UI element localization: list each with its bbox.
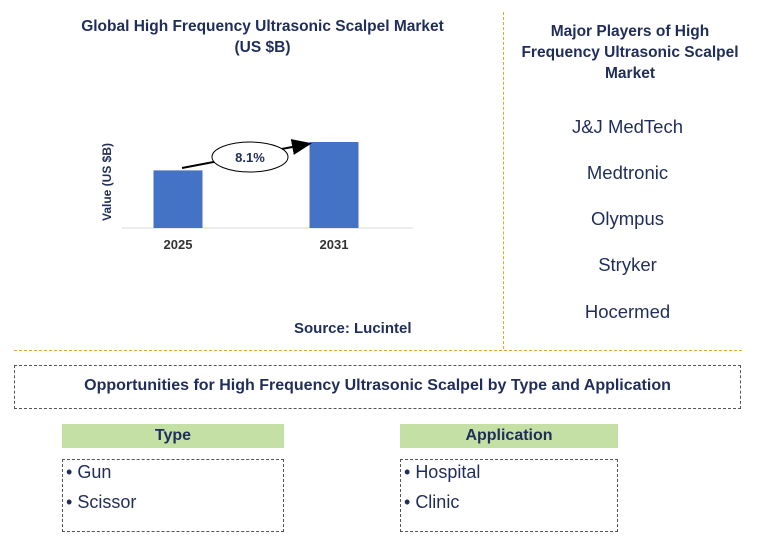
application-item: • Hospital	[404, 462, 481, 482]
opportunities-banner	[14, 365, 741, 409]
player-item: Hocermed	[584, 301, 671, 322]
application-item: • Clinic	[404, 492, 460, 512]
application-heading: Application	[400, 424, 618, 448]
y-axis-label: Value (US $B)	[100, 143, 114, 221]
opportunities-title: Opportunities for High Frequency Ultraso…	[84, 377, 671, 394]
application-list	[400, 459, 618, 532]
x-tick-label: 2031	[320, 237, 349, 252]
source-note: Source: Lucintel	[294, 320, 412, 337]
type-item: • Scissor	[66, 492, 137, 512]
x-tick-label: 2025	[164, 237, 193, 252]
bar-2031	[309, 142, 359, 228]
horizontal-divider	[14, 350, 742, 351]
type-heading: Type	[62, 424, 284, 448]
bar-2025	[153, 170, 203, 228]
bar-chart: Value (US $B) 2025 2031 8.1%	[100, 139, 413, 252]
type-list	[62, 459, 284, 532]
player-item: Stryker	[598, 254, 657, 275]
player-item: J&J MedTech	[571, 116, 684, 137]
vertical-divider	[503, 12, 504, 349]
growth-annotation-label: 8.1%	[235, 150, 265, 165]
players-title: Major Players of High Frequency Ultrason…	[521, 23, 739, 82]
player-item: Medtronic	[586, 162, 669, 183]
player-item: Olympus	[591, 208, 664, 229]
growth-annotation-bubble	[211, 141, 289, 173]
type-item: • Gun	[66, 462, 112, 482]
chart-title: Global High Frequency Ultrasonic Scalpel…	[81, 18, 444, 56]
